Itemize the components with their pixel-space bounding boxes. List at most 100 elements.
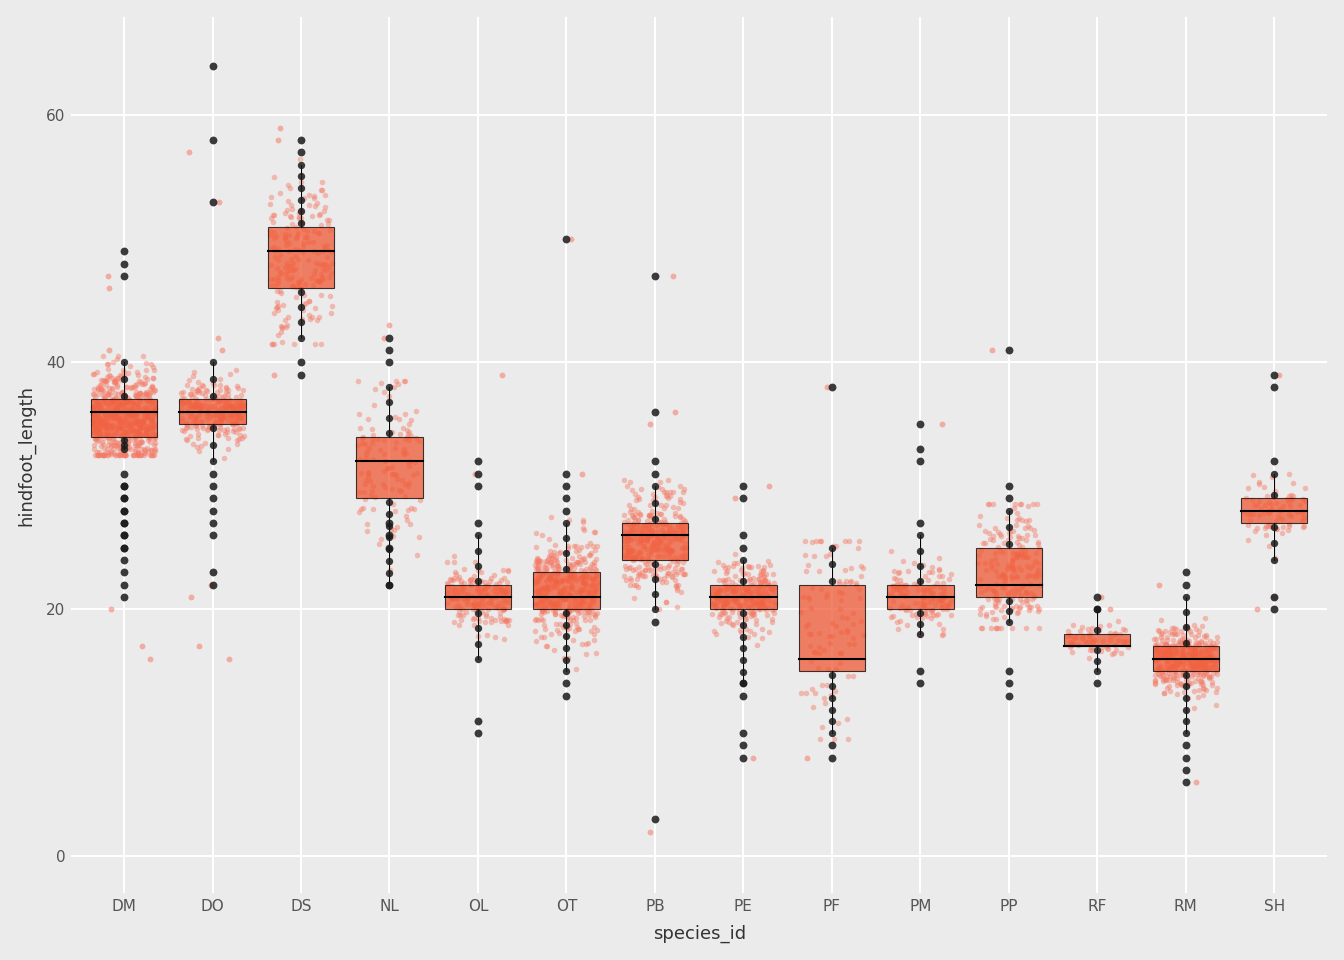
Point	[101, 381, 122, 396]
Point	[531, 588, 552, 603]
Point	[1097, 640, 1118, 656]
Point	[735, 590, 757, 606]
Point	[659, 557, 680, 572]
Point	[644, 811, 665, 827]
Point	[616, 550, 637, 565]
Point	[133, 376, 155, 392]
Point	[1146, 636, 1168, 652]
Point	[109, 367, 130, 382]
Point	[93, 373, 114, 389]
Point	[539, 571, 560, 587]
Point	[208, 402, 230, 418]
Point	[1173, 647, 1195, 662]
Point	[934, 589, 956, 605]
Point	[89, 377, 110, 393]
Point	[82, 406, 103, 421]
Point	[531, 601, 552, 616]
Point	[485, 589, 507, 605]
Point	[1206, 652, 1227, 667]
Point	[87, 381, 109, 396]
Point	[445, 588, 466, 603]
Point	[497, 564, 519, 579]
Point	[138, 387, 160, 402]
Point	[231, 397, 253, 413]
Point	[816, 379, 837, 395]
Point	[124, 379, 145, 395]
Point	[1020, 586, 1042, 601]
Point	[386, 467, 407, 482]
Point	[102, 430, 124, 445]
Point	[286, 228, 308, 244]
Point	[267, 327, 289, 343]
Point	[372, 476, 394, 492]
Point	[1007, 585, 1028, 600]
Point	[138, 429, 160, 444]
Point	[358, 412, 379, 427]
Point	[1152, 642, 1173, 658]
Point	[208, 411, 230, 426]
Point	[1183, 658, 1204, 673]
Point	[672, 523, 694, 539]
Point	[212, 392, 234, 407]
Point	[1169, 636, 1191, 652]
Point	[280, 197, 301, 212]
Point	[114, 410, 136, 425]
Point	[673, 566, 695, 582]
Point	[645, 562, 667, 577]
Point	[556, 573, 578, 588]
Point	[93, 372, 114, 388]
Point	[1007, 505, 1028, 520]
Point	[210, 416, 231, 431]
Point	[122, 416, 144, 431]
Point	[754, 573, 775, 588]
Point	[468, 713, 489, 729]
Point	[1058, 623, 1079, 638]
Point	[124, 409, 145, 424]
Point	[564, 591, 586, 607]
Point	[539, 554, 560, 569]
Point	[575, 602, 597, 617]
Point	[191, 401, 212, 417]
Point	[754, 578, 775, 593]
Point	[544, 616, 566, 632]
Point	[1172, 644, 1193, 660]
Point	[233, 429, 254, 444]
Point	[886, 581, 907, 596]
Point	[929, 550, 950, 565]
Point	[629, 552, 650, 567]
Point	[227, 380, 249, 396]
Point	[302, 277, 324, 293]
Point	[1159, 661, 1180, 677]
Point	[1171, 663, 1192, 679]
Point	[536, 591, 558, 607]
Point	[226, 362, 247, 377]
Point	[277, 309, 298, 324]
Point	[526, 525, 547, 540]
Point	[113, 466, 134, 481]
Point	[664, 529, 685, 544]
Point	[219, 407, 241, 422]
Point	[655, 489, 676, 504]
Point	[91, 383, 113, 398]
Point	[703, 596, 724, 612]
Point	[663, 553, 684, 568]
Point	[138, 407, 160, 422]
Point	[738, 566, 759, 582]
Point	[796, 750, 817, 765]
Point	[117, 435, 138, 450]
Point	[641, 508, 663, 523]
Point	[1019, 599, 1040, 614]
Point	[1160, 645, 1181, 660]
Point	[749, 578, 770, 593]
Point	[574, 604, 595, 619]
Point	[1238, 532, 1259, 547]
Point	[314, 257, 336, 273]
Point	[722, 574, 743, 589]
Point	[1175, 577, 1196, 592]
Point	[121, 397, 142, 413]
Point	[1188, 624, 1210, 639]
Point	[575, 566, 597, 582]
Point	[657, 487, 679, 502]
Point	[290, 157, 312, 173]
Point	[106, 437, 128, 452]
